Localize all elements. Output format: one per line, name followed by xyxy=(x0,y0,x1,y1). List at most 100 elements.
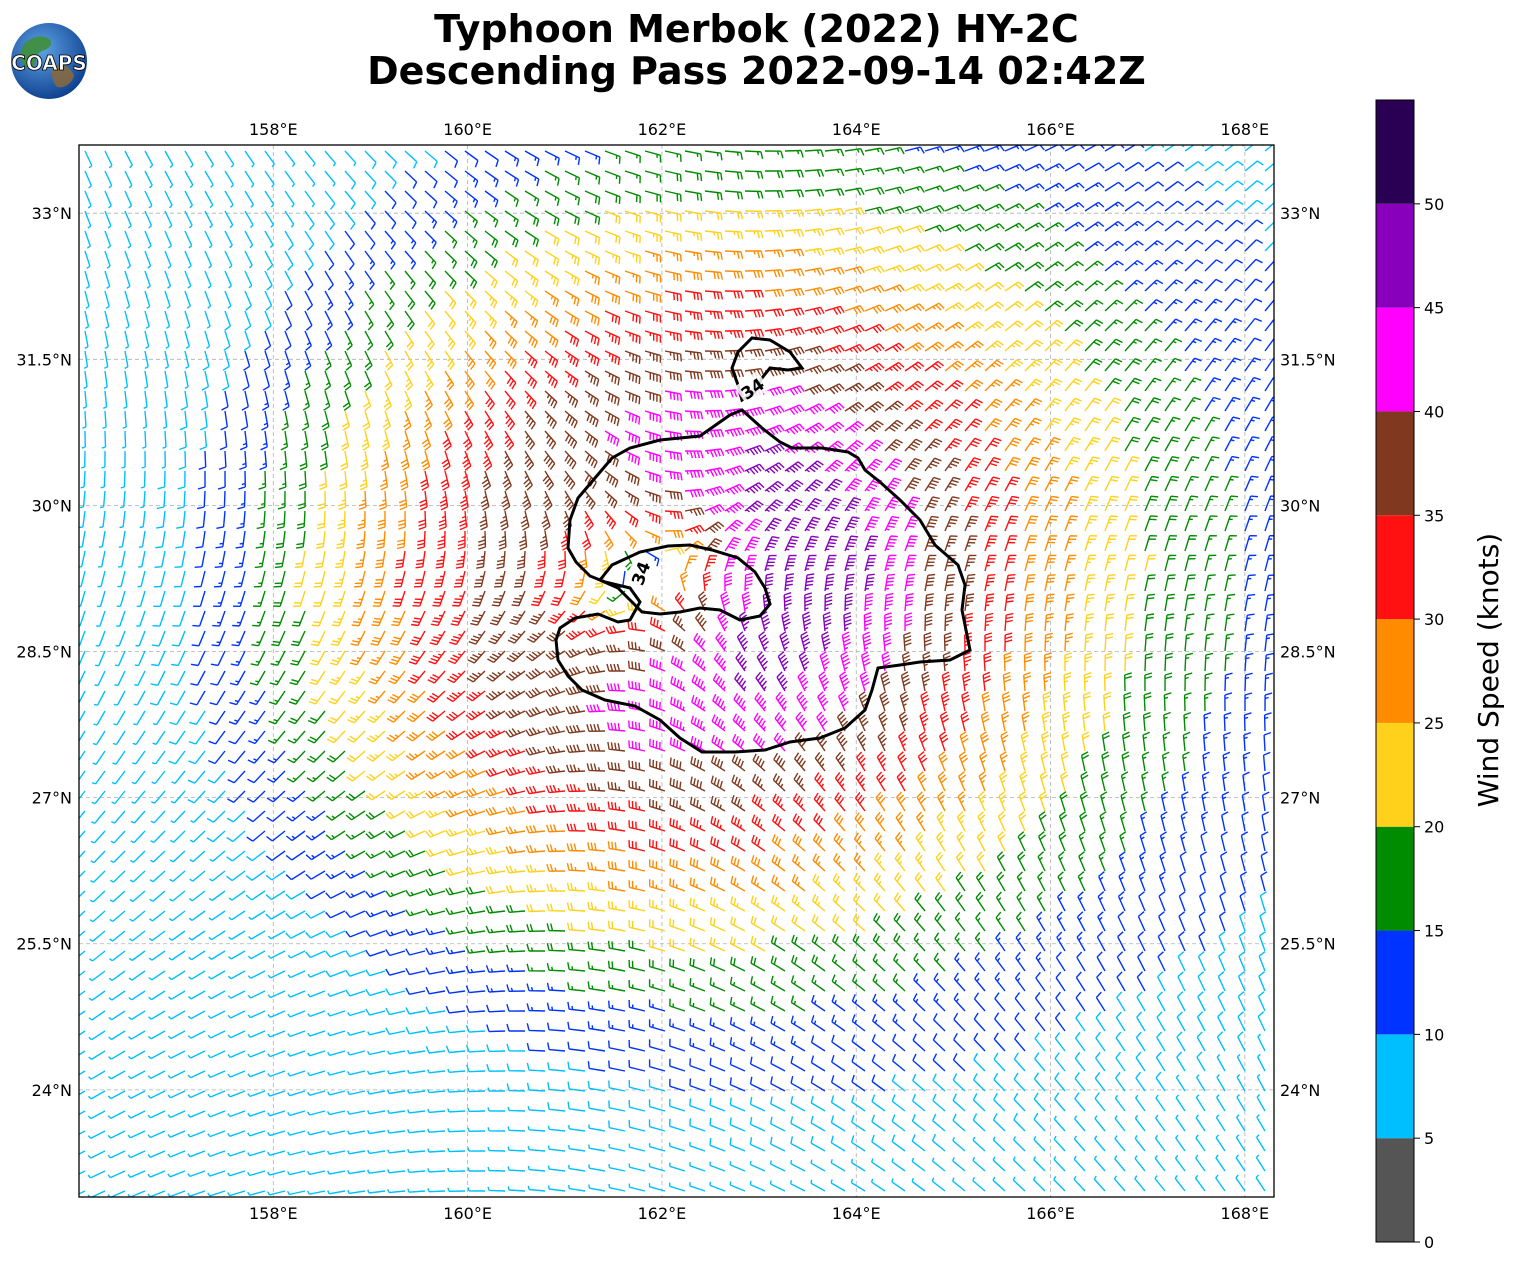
wind-barb xyxy=(95,650,106,667)
wind-barb xyxy=(872,953,886,972)
wind-barb xyxy=(1096,951,1106,972)
wind-barb xyxy=(854,812,866,832)
wind-barb xyxy=(527,1185,546,1192)
wind-barb xyxy=(200,390,209,411)
wind-barb xyxy=(1184,396,1201,412)
wind-barb xyxy=(425,790,446,799)
wind-barb xyxy=(345,950,366,958)
wind-barb xyxy=(1224,672,1233,692)
wind-barb xyxy=(588,1144,606,1152)
wind-barb xyxy=(1037,851,1046,872)
wind-barb xyxy=(107,1110,126,1120)
wind-barb xyxy=(824,188,845,197)
wind-barb xyxy=(468,630,486,645)
chart-title-line1: Typhoon Merbok (2022) HY-2C xyxy=(434,7,1079,51)
wind-barb xyxy=(709,957,726,972)
wind-barb xyxy=(144,330,150,349)
wind-barb xyxy=(693,632,706,652)
wind-barb xyxy=(1154,1134,1166,1152)
wind-barb xyxy=(1221,791,1230,812)
wind-barb xyxy=(983,651,992,672)
wind-barb xyxy=(824,286,845,296)
wind-barb xyxy=(347,1010,366,1017)
wind-barb xyxy=(811,954,826,972)
wind-barb xyxy=(147,1070,166,1080)
wind-barb xyxy=(247,750,266,764)
wind-barb xyxy=(586,802,606,812)
wind-barb xyxy=(547,1165,566,1172)
wind-barb xyxy=(1144,593,1155,612)
wind-barb xyxy=(824,516,841,532)
wind-barb xyxy=(750,895,766,912)
wind-barb xyxy=(207,1090,226,1098)
wind-barb xyxy=(184,350,190,369)
wind-barb xyxy=(984,281,1005,292)
wind-barb xyxy=(1204,515,1218,532)
wind-barb xyxy=(1054,1072,1066,1092)
wind-barb xyxy=(584,450,598,469)
wind-barb xyxy=(702,571,712,592)
wind-barb xyxy=(691,694,706,712)
wind-barb xyxy=(407,670,426,684)
wind-barb xyxy=(824,168,845,177)
wind-barb xyxy=(1175,1134,1186,1152)
wind-barb xyxy=(1024,398,1043,412)
wind-barb xyxy=(544,350,559,368)
lat-tick-right: 27°N xyxy=(1280,789,1320,808)
wind-barb xyxy=(484,230,499,248)
wind-barb xyxy=(187,1090,206,1099)
wind-barb xyxy=(88,1010,106,1021)
wind-barb xyxy=(167,1050,186,1059)
wind-barb xyxy=(1164,633,1174,652)
wind-barb xyxy=(844,478,863,492)
wind-barb xyxy=(84,290,90,309)
wind-barb xyxy=(346,1090,366,1096)
wind-barb xyxy=(830,1115,846,1132)
wind-barb xyxy=(1084,574,1096,592)
wind-barb xyxy=(202,350,210,371)
wind-barb xyxy=(484,350,497,370)
wind-barb xyxy=(1244,337,1262,352)
wind-barb xyxy=(327,1070,346,1076)
wind-barb xyxy=(1104,515,1118,532)
wind-barb xyxy=(1044,535,1058,552)
wind-barb xyxy=(744,309,765,318)
wind-barb xyxy=(804,267,825,276)
wind-barb xyxy=(1039,771,1048,792)
wind-barb xyxy=(546,943,566,952)
wind-barb xyxy=(466,670,486,683)
wind-barb xyxy=(347,1030,366,1036)
wind-barb xyxy=(224,230,233,249)
wind-barb xyxy=(1244,160,1264,172)
colorbar-tick-label: 35 xyxy=(1424,506,1444,525)
wind-barb xyxy=(363,390,372,411)
wind-barb xyxy=(176,490,186,510)
wind-barb xyxy=(608,1040,626,1052)
wind-barb xyxy=(207,790,226,804)
wind-barb xyxy=(1044,476,1060,492)
wind-barb xyxy=(164,290,171,309)
wind-barb xyxy=(188,970,206,980)
wind-barb xyxy=(304,210,315,231)
wind-barb xyxy=(979,751,988,772)
wind-barb xyxy=(504,190,519,208)
wind-barb xyxy=(424,370,434,391)
wind-barb xyxy=(96,590,106,608)
wind-barb xyxy=(649,616,666,632)
colorbar-tick-label: 25 xyxy=(1424,714,1444,733)
wind-barb xyxy=(337,510,346,530)
wind-barb xyxy=(109,910,126,922)
wind-barb xyxy=(772,773,786,792)
wind-barb xyxy=(102,410,107,429)
wind-barb xyxy=(1053,1115,1066,1132)
wind-barb xyxy=(992,1136,1006,1152)
wind-barb xyxy=(207,770,226,784)
wind-barb xyxy=(585,684,606,694)
wind-barb xyxy=(704,190,723,201)
wind-barb xyxy=(904,322,925,333)
wind-barb xyxy=(504,310,518,329)
wind-barb xyxy=(466,690,486,702)
wind-barb xyxy=(674,591,686,612)
wind-barb xyxy=(1074,1051,1086,1072)
